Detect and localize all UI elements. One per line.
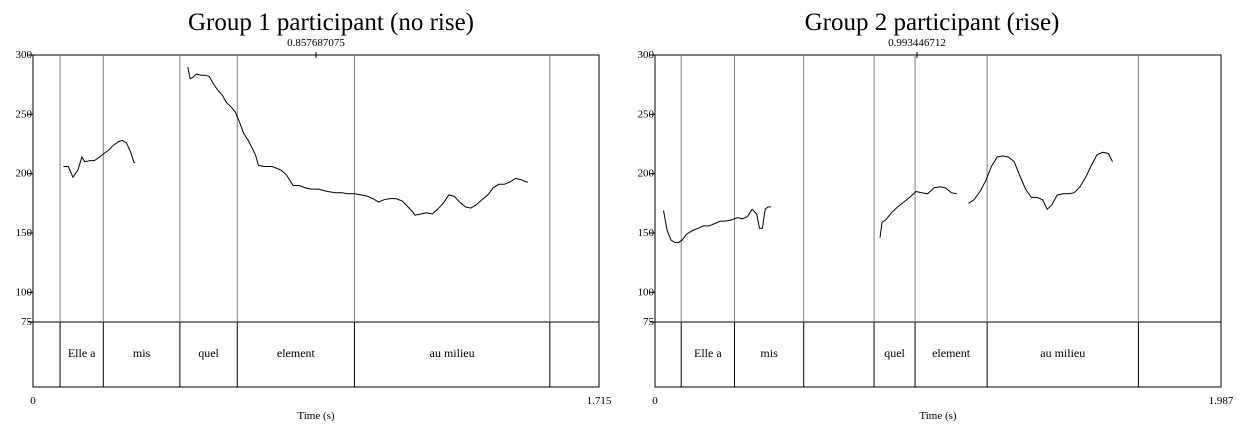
- chart-1-y-tick-label: 250: [16, 108, 33, 120]
- chart-2-interval-label: Elle a: [694, 346, 722, 360]
- chart-2-x-end-label: 1.987: [1209, 395, 1234, 407]
- chart-1-plot-frame: [32, 54, 600, 388]
- chart-2-interval-label: mis: [760, 346, 778, 360]
- chart-2-y-tick-label: 300: [638, 49, 655, 61]
- chart-2-y-tick-label: 100: [638, 286, 655, 298]
- chart-1-x-end-label: 1.715: [587, 395, 612, 407]
- chart-2-plot-frame: [654, 54, 1222, 388]
- chart-1-pitch-curve-segment: [63, 139, 136, 179]
- chart-2-interval-label: au milieu: [1040, 346, 1085, 360]
- chart-2-y-tick-label: 250: [638, 108, 655, 120]
- chart-2-y-tick-label: 150: [638, 227, 655, 239]
- chart-1-cursor-label: 0.857687075: [287, 37, 345, 49]
- chart-1-interval-label: quel: [198, 346, 219, 360]
- chart-1-title: Group 1 participant (no rise): [188, 9, 474, 36]
- chart-2-x-start-label: 0: [652, 395, 658, 407]
- chart-2-pitch-curve-segment: [879, 186, 957, 238]
- chart-1-y-tick-label: 75: [21, 316, 33, 328]
- chart-1-x-axis-label: Time (s): [297, 410, 335, 422]
- chart-1-interval-label: Elle a: [68, 346, 96, 360]
- chart-2-title: Group 2 participant (rise): [805, 9, 1060, 36]
- chart-2-pitch-curve-segment: [663, 206, 771, 243]
- chart-2-y-tick-label: 75: [643, 316, 655, 328]
- chart-2-cursor-label: 0.993446712: [888, 37, 946, 49]
- chart-1-y-tick-label: 200: [16, 168, 33, 180]
- chart-2-y-tick-label: 200: [638, 168, 655, 180]
- chart-1-y-tick-label: 100: [16, 286, 33, 298]
- chart-2-interval-label: quel: [884, 346, 905, 360]
- chart-1-interval-label: au milieu: [430, 346, 475, 360]
- chart-1-y-tick-label: 150: [16, 227, 33, 239]
- chart-1-pitch-curve-segment: [187, 66, 528, 216]
- chart-1-y-tick-label: 300: [16, 49, 33, 61]
- chart-2-x-axis-label: Time (s): [919, 410, 957, 422]
- chart-2-interval-label: element: [932, 346, 971, 360]
- chart-1-interval-label: mis: [133, 346, 151, 360]
- chart-1-interval-label: element: [277, 346, 316, 360]
- chart-1-x-start-label: 0: [30, 395, 36, 407]
- chart-2-pitch-curve-segment: [968, 151, 1113, 211]
